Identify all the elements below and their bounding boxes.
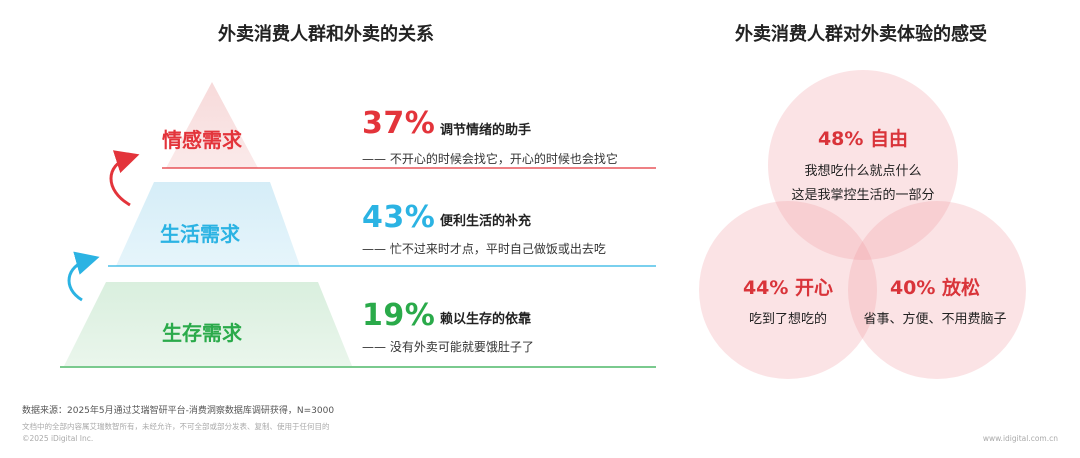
arrow-up-red-icon <box>109 150 140 207</box>
circle-title-relax: 40% 放松 <box>889 277 981 299</box>
right-section-title: 外卖消费人群对外卖体验的感受 <box>735 24 987 45</box>
tier-percent-living: 43% <box>362 200 436 235</box>
circle-title-happy: 44% 开心 <box>742 277 834 299</box>
footer-source: 数据来源：2025年5月通过艾瑞智研平台-消费洞察数据库调研获得，N=3000 <box>22 406 335 416</box>
tier-headline-living: 便利生活的补充 <box>440 214 532 229</box>
pyramid-tier-top <box>166 82 258 168</box>
footer-rights: 文档中的全部内容属艾瑞数智所有，未经允许，不可全部或部分发表、复制、使用于任何目… <box>22 422 330 431</box>
tier-headline-survival: 赖以生存的依靠 <box>440 312 532 327</box>
circle-title-freedom: 48% 自由 <box>817 128 909 150</box>
circle-text-freedom-2: 这是我掌控生活的一部分 <box>791 188 935 203</box>
tier-label-emotional: 情感需求 <box>162 128 242 152</box>
circle-text-happy: 吃到了想吃的 <box>748 312 827 327</box>
pyramid-tier-bottom <box>64 282 352 366</box>
tier-percent-survival: 19% <box>362 298 436 333</box>
left-section-title: 外卖消费人群和外卖的关系 <box>218 24 434 45</box>
venn-diagram <box>699 70 1026 379</box>
footer-website: www.idigital.com.cn <box>982 434 1058 443</box>
tier-percent-emotional: 37% <box>362 106 436 141</box>
tier-headline-emotional: 调节情绪的助手 <box>440 123 532 138</box>
tier-label-survival: 生存需求 <box>162 321 242 345</box>
circle-text-freedom-1: 我想吃什么就点什么 <box>804 164 922 179</box>
venn-circle-freedom <box>768 70 958 260</box>
tier-quote-living: —— 忙不过来时才点，平时自己做饭或出去吃 <box>362 242 606 256</box>
tier-label-living: 生活需求 <box>160 222 240 246</box>
arrow-up-blue-icon <box>67 251 100 302</box>
tier-quote-emotional: —— 不开心的时候会找它，开心的时候也会找它 <box>362 152 618 166</box>
circle-text-relax: 省事、方便、不用费脑子 <box>863 312 1007 327</box>
pyramid-tier-middle <box>116 182 300 266</box>
tier-quote-survival: —— 没有外卖可能就要饿肚子了 <box>362 340 534 354</box>
venn-circle-happy <box>699 201 877 379</box>
venn-circle-relax <box>848 201 1026 379</box>
footer-copyright: ©2025 iDigital Inc. <box>22 434 94 443</box>
